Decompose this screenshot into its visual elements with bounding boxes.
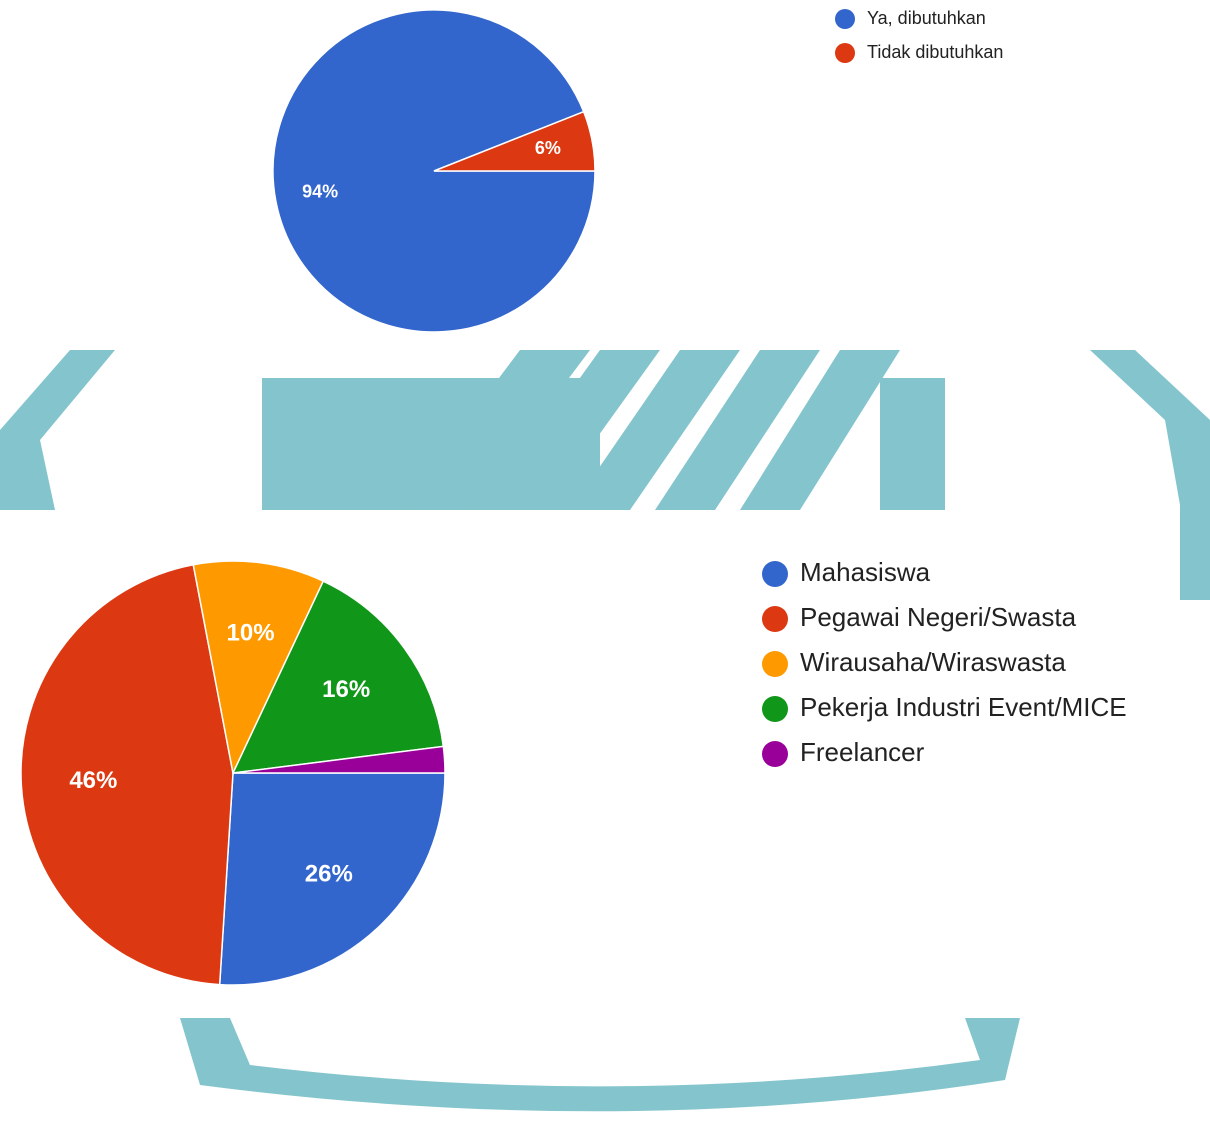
pie-slice-wirausaha-wiraswasta: [192, 560, 325, 776]
legend-item-mahasiswa: Mahasiswa: [762, 557, 931, 587]
legend-swatch: [762, 561, 788, 587]
slice-label-ya-dibutuhkan: 94%: [302, 181, 338, 201]
legend-item-wirausaha-wiraswasta: Wirausaha/Wiraswasta: [762, 647, 1066, 677]
legend-need: Ya, dibutuhkan Tidak dibutuhkan: [835, 8, 1003, 63]
watermark-right-bracket: [1090, 350, 1210, 600]
watermark-swoosh: [330, 412, 520, 448]
legend-item-pekerja-industri-event-mice: Pekerja Industri Event/MICE: [762, 692, 1127, 722]
legend-occupation: Mahasiswa Pegawai Negeri/Swasta Wirausaha/…: [762, 557, 1127, 767]
legend-swatch: [835, 43, 855, 63]
legend-swatch: [762, 651, 788, 677]
slice-label-tidak-dibutuhkan: 6%: [535, 138, 561, 158]
legend-item-ya-dibutuhkan: Ya, dibutuhkan: [835, 8, 986, 29]
legend-item-pegawai-negeri-swasta: Pegawai Negeri/Swasta: [762, 602, 1077, 632]
pie-slice-mahasiswa: [218, 772, 446, 986]
legend-label: Ya, dibutuhkan: [867, 8, 986, 28]
legend-label: Freelancer: [800, 737, 925, 767]
slice-label-pekerja-industri-event-mice: 16%: [322, 676, 370, 703]
legend-label: Pegawai Negeri/Swasta: [800, 602, 1077, 632]
pie-slice-pegawai-negeri-swasta: [20, 563, 234, 986]
legend-item-freelancer: Freelancer: [762, 737, 925, 767]
pie-slice-tidak-dibutuhkan: [433, 110, 596, 172]
legend-label: Wirausaha/Wiraswasta: [800, 647, 1066, 677]
legend-label: Mahasiswa: [800, 557, 931, 587]
watermark-bottom-bowl: [180, 1018, 1020, 1112]
slice-label-pegawai-negeri-swasta: 46%: [69, 767, 117, 794]
legend-label: Pekerja Industri Event/MICE: [800, 692, 1127, 722]
slice-label-wirausaha-wiraswasta: 10%: [227, 620, 275, 647]
legend-swatch: [762, 741, 788, 767]
pie-chart-occupation: 26% 46% 10% 16%: [20, 560, 446, 986]
legend-item-tidak-dibutuhkan: Tidak dibutuhkan: [835, 42, 1003, 63]
pie-slice-pekerja-industri-event-mice: [231, 580, 445, 774]
watermark-logo: [0, 350, 1210, 1112]
legend-swatch: [762, 696, 788, 722]
watermark-left-bracket: [0, 350, 115, 510]
pie-chart-need: 94% 6%: [272, 9, 596, 333]
watermark-stripe-5: [740, 350, 900, 510]
pie-slice-freelancer: [232, 745, 446, 774]
legend-swatch: [835, 9, 855, 29]
legend-swatch: [762, 606, 788, 632]
watermark-right-bar: [880, 378, 945, 510]
slice-label-mahasiswa: 26%: [305, 860, 353, 887]
watermark-stripe-3: [570, 350, 740, 510]
watermark-stripe-2: [485, 350, 660, 510]
legend-label: Tidak dibutuhkan: [867, 42, 1003, 62]
watermark-stripe-4: [655, 350, 820, 510]
